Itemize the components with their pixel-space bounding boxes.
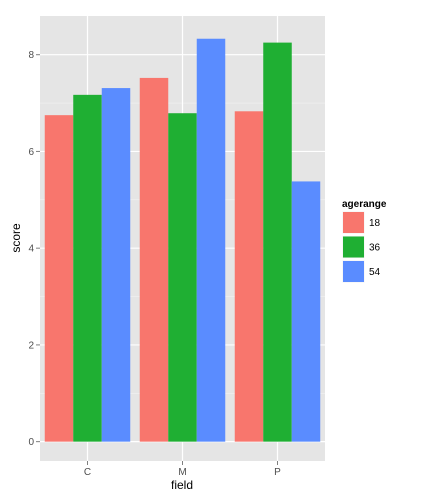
bar (44, 115, 74, 442)
y-tick-label: 8 (28, 50, 34, 61)
legend-title: agerange (342, 199, 387, 210)
bar (139, 77, 169, 442)
bar (234, 111, 264, 442)
legend-label: 18 (369, 218, 381, 229)
y-tick-label: 2 (28, 340, 34, 351)
legend-key (343, 261, 364, 282)
bars (44, 38, 321, 442)
axes: 0 2 4 6 8 C M P (28, 50, 281, 478)
legend-key (343, 212, 364, 233)
x-tick-label: M (178, 467, 186, 478)
bar (196, 38, 226, 442)
y-tick-label: 4 (28, 244, 34, 255)
y-tick-label: 0 (28, 437, 34, 448)
x-axis-title: field (171, 478, 193, 492)
x-tick-label: C (84, 467, 91, 478)
y-axis-title: score (9, 223, 23, 253)
bar (168, 113, 197, 442)
x-tick-label: P (274, 467, 281, 478)
bar (263, 42, 292, 442)
legend: agerange 18 36 54 (341, 199, 387, 284)
legend-key (343, 236, 364, 258)
legend-label: 36 (369, 243, 381, 254)
bar (101, 88, 131, 442)
y-tick-label: 6 (28, 147, 34, 158)
legend-label: 54 (369, 267, 381, 278)
bar (291, 181, 321, 442)
bar (73, 94, 102, 442)
